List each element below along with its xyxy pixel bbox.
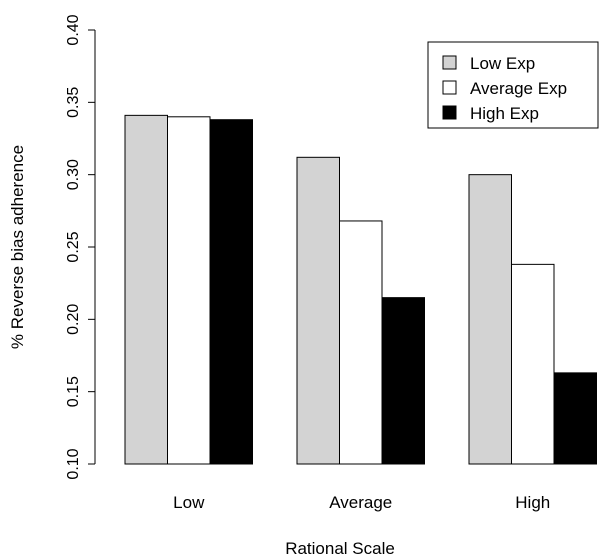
bar-average-low-exp xyxy=(296,156,340,465)
legend-swatch xyxy=(442,55,457,70)
bar-average-average-exp xyxy=(339,220,383,465)
x-tick-labels: Low Average High xyxy=(173,493,550,512)
y-tick-label: 0.20 xyxy=(65,304,82,335)
bar-high-high-exp xyxy=(553,372,597,465)
bars xyxy=(124,114,597,465)
legend-swatch xyxy=(442,105,457,120)
y-tick-label: 0.25 xyxy=(65,231,82,262)
y-axis-label: % Reverse bias adherence xyxy=(8,145,27,349)
bar-low-high-exp xyxy=(209,119,253,465)
y-tick-label: 0.35 xyxy=(65,87,82,118)
bar-high-low-exp xyxy=(468,174,512,465)
legend-label: Low Exp xyxy=(470,54,535,73)
bar-high-average-exp xyxy=(511,263,555,465)
x-tick-label: High xyxy=(515,493,550,512)
y-tick-label: 0.30 xyxy=(65,159,82,190)
legend: Low Exp Average Exp High Exp xyxy=(427,41,599,129)
bar-average-high-exp xyxy=(381,297,425,465)
bar-low-average-exp xyxy=(167,116,211,465)
y-tick-label: 0.15 xyxy=(65,376,82,407)
legend-label: High Exp xyxy=(470,104,539,123)
y-ticks: 0.10 0.15 0.20 0.25 0.30 0.35 0.40 xyxy=(65,14,95,480)
x-tick-label: Average xyxy=(329,493,392,512)
bar-low-low-exp xyxy=(124,114,168,465)
x-axis-label: Rational Scale xyxy=(285,539,395,558)
x-tick-label: Low xyxy=(173,493,205,512)
legend-label: Average Exp xyxy=(470,79,567,98)
y-tick-label: 0.10 xyxy=(65,448,82,479)
legend-swatch xyxy=(442,80,457,95)
y-tick-label: 0.40 xyxy=(65,14,82,45)
